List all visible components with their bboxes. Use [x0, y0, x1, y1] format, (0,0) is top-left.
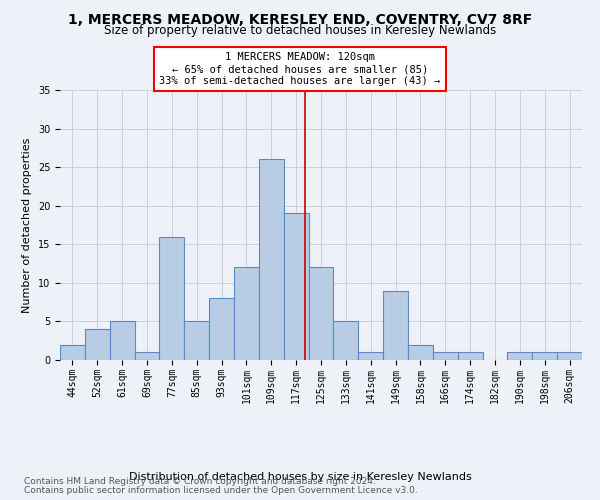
- Bar: [383, 290, 408, 360]
- Bar: [110, 322, 134, 360]
- Bar: [85, 329, 110, 360]
- Bar: [184, 322, 209, 360]
- Bar: [259, 160, 284, 360]
- Text: Contains HM Land Registry data © Crown copyright and database right 2024.: Contains HM Land Registry data © Crown c…: [24, 477, 376, 486]
- Bar: [508, 352, 532, 360]
- Bar: [308, 268, 334, 360]
- Bar: [209, 298, 234, 360]
- Bar: [433, 352, 458, 360]
- Bar: [234, 268, 259, 360]
- Text: 1, MERCERS MEADOW, KERESLEY END, COVENTRY, CV7 8RF: 1, MERCERS MEADOW, KERESLEY END, COVENTR…: [68, 12, 532, 26]
- Bar: [358, 352, 383, 360]
- Y-axis label: Number of detached properties: Number of detached properties: [22, 138, 32, 312]
- Bar: [284, 214, 308, 360]
- Text: Contains public sector information licensed under the Open Government Licence v3: Contains public sector information licen…: [24, 486, 418, 495]
- Bar: [134, 352, 160, 360]
- Bar: [557, 352, 582, 360]
- Bar: [458, 352, 482, 360]
- Bar: [408, 344, 433, 360]
- Bar: [334, 322, 358, 360]
- Bar: [532, 352, 557, 360]
- Bar: [60, 344, 85, 360]
- Text: Size of property relative to detached houses in Keresley Newlands: Size of property relative to detached ho…: [104, 24, 496, 37]
- Text: Distribution of detached houses by size in Keresley Newlands: Distribution of detached houses by size …: [128, 472, 472, 482]
- Text: 1 MERCERS MEADOW: 120sqm
← 65% of detached houses are smaller (85)
33% of semi-d: 1 MERCERS MEADOW: 120sqm ← 65% of detach…: [160, 52, 440, 86]
- Bar: [160, 236, 184, 360]
